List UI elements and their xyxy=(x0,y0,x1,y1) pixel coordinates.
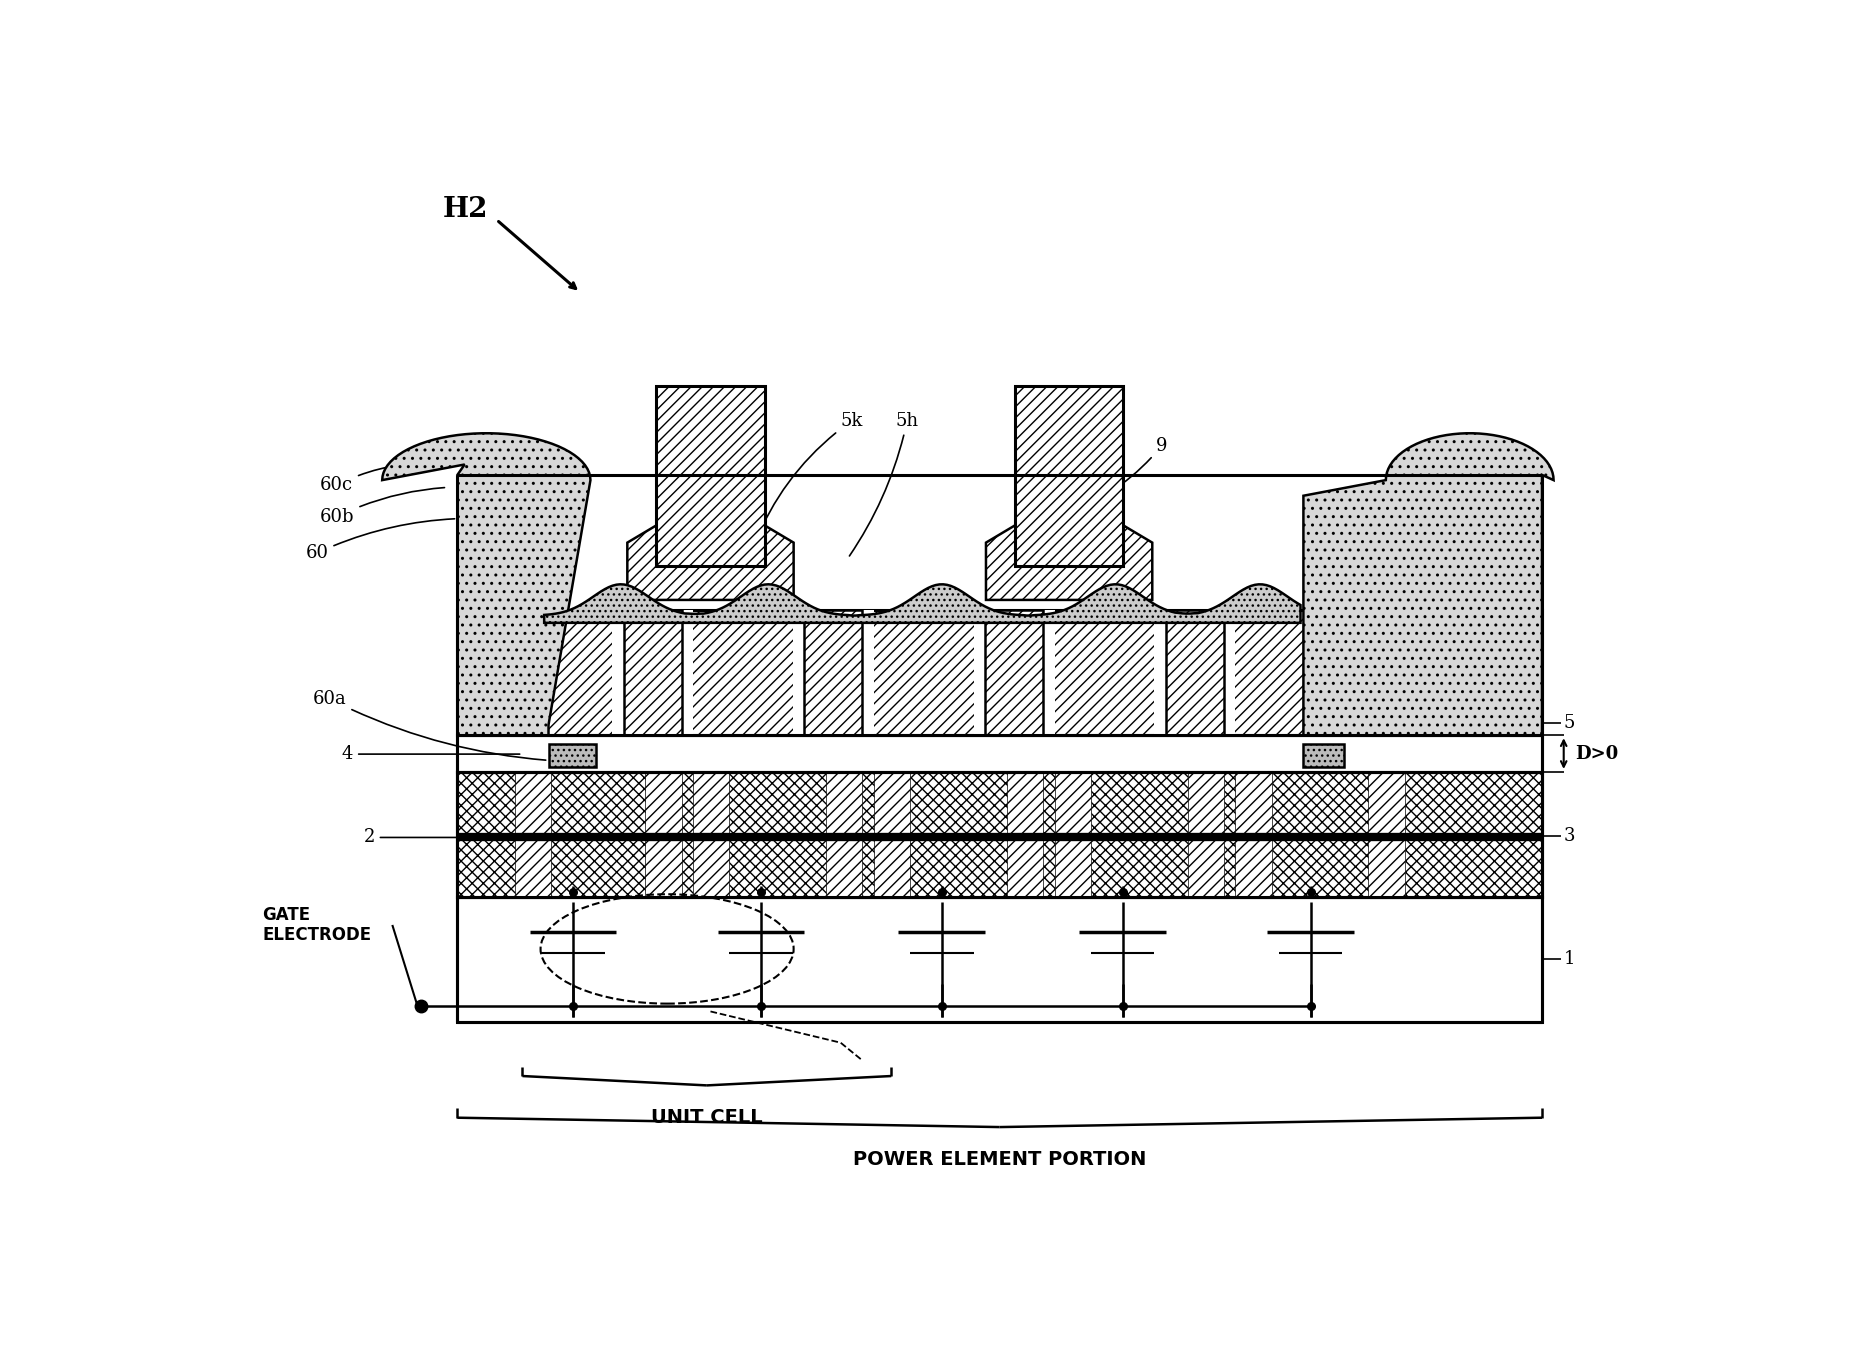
Text: 1: 1 xyxy=(1564,950,1575,969)
Bar xyxy=(646,771,681,897)
Text: 7: 7 xyxy=(1422,522,1506,579)
Text: D>0: D>0 xyxy=(1575,744,1618,763)
Text: 5h: 5h xyxy=(849,411,918,556)
Bar xyxy=(1302,744,1344,767)
Polygon shape xyxy=(1302,433,1554,735)
Bar xyxy=(692,771,730,897)
Bar xyxy=(1189,771,1224,897)
Bar xyxy=(457,771,1541,897)
Bar xyxy=(985,610,1043,735)
Text: 5k: 5k xyxy=(756,411,862,543)
Bar xyxy=(862,610,873,735)
Bar xyxy=(804,610,862,735)
Text: GATE
ELECTRODE: GATE ELECTRODE xyxy=(261,905,371,944)
Text: UNIT CELL: UNIT CELL xyxy=(651,1108,763,1127)
Bar xyxy=(1043,610,1054,735)
Text: 2: 2 xyxy=(364,828,521,847)
Polygon shape xyxy=(383,433,590,735)
Text: 60a: 60a xyxy=(313,690,545,760)
Bar xyxy=(873,771,911,897)
Text: 3: 3 xyxy=(1564,828,1575,846)
Bar xyxy=(1224,610,1235,735)
Bar xyxy=(457,610,1541,735)
Text: 5: 5 xyxy=(1564,714,1575,732)
Bar xyxy=(793,610,804,735)
Bar xyxy=(457,771,1541,897)
Bar xyxy=(515,771,552,897)
Bar xyxy=(457,897,1541,1022)
Bar xyxy=(623,610,681,735)
Bar xyxy=(612,610,623,735)
Bar xyxy=(457,735,1541,771)
Bar xyxy=(974,610,985,735)
Bar xyxy=(681,610,692,735)
Text: 60c: 60c xyxy=(321,463,444,494)
Text: H2: H2 xyxy=(442,196,489,223)
Polygon shape xyxy=(627,525,793,599)
Bar xyxy=(1166,610,1224,735)
Bar xyxy=(657,387,765,566)
Bar xyxy=(549,744,597,767)
Bar xyxy=(457,771,1541,897)
Bar xyxy=(1015,387,1123,566)
Bar xyxy=(1054,771,1092,897)
Text: 9: 9 xyxy=(1060,437,1168,515)
Bar xyxy=(457,771,1541,835)
Bar xyxy=(1235,771,1271,897)
Polygon shape xyxy=(985,525,1153,599)
Bar xyxy=(1008,771,1043,897)
Bar xyxy=(457,835,1541,897)
Polygon shape xyxy=(545,584,1301,622)
Text: POWER ELEMENT PORTION: POWER ELEMENT PORTION xyxy=(853,1150,1146,1169)
Text: 60b: 60b xyxy=(321,487,444,525)
Text: 4: 4 xyxy=(341,746,521,763)
Text: 60: 60 xyxy=(306,518,455,561)
Bar xyxy=(827,771,862,897)
Bar xyxy=(1155,610,1166,735)
Bar xyxy=(1368,771,1405,897)
